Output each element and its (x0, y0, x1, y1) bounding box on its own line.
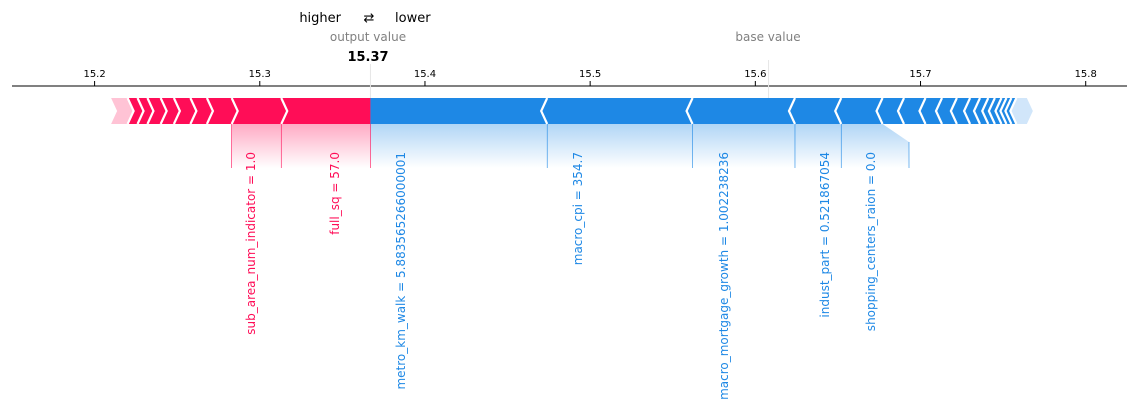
negative-small-separator-6 (972, 97, 981, 125)
feature-label-negative-2: macro_mortgage_growth = 1.002238236 (717, 152, 731, 400)
x-tick-label-2: 15.4 (414, 69, 436, 80)
legend-lower: lower (395, 11, 431, 26)
feature-labels: sub_area_num_indicator = 1.0 full_sq = 57… (231, 124, 910, 400)
bar-positive-0 (231, 98, 288, 124)
legend-arrow-icon: ⇄ (364, 11, 375, 26)
positive-separator-3 (159, 97, 168, 125)
positive-separator-5 (189, 97, 198, 125)
legend-higher: higher (299, 11, 341, 26)
positive-separator-1 (136, 97, 145, 125)
positive-separator-main (280, 97, 289, 125)
feature-label-positive-0: sub_area_num_indicator = 1.0 (244, 152, 258, 335)
positive-separator-0 (126, 97, 135, 125)
bar-negative-3 (788, 98, 842, 124)
negative-small-separator-0 (875, 97, 884, 125)
negative-small-separator-9 (994, 97, 1003, 125)
negative-small-separator-8 (987, 97, 996, 125)
negative-small-separator-12 (1009, 97, 1018, 125)
x-tick-label-5: 15.7 (909, 69, 931, 80)
x-axis: 15.2 15.3 15.4 15.5 15.6 15.7 15.8 (12, 69, 1127, 87)
positive-separator-4 (172, 97, 182, 125)
feature-label-negative-0: metro_km_walk = 5.883565266000001 (394, 152, 408, 390)
feature-label-negative-4: shopping_centers_raion = 0.0 (864, 152, 878, 331)
output-value-label: 15.37 (347, 50, 388, 65)
feature-label-negative-3: indust_part = 0.521867054 (818, 152, 832, 318)
x-tick-label-4: 15.6 (744, 69, 766, 80)
positive-separator-2 (146, 97, 155, 125)
negative-small-separator-2 (918, 97, 927, 125)
negative-separator-3 (787, 97, 796, 125)
negative-small-separator-7 (981, 97, 990, 125)
bar-negative-2 (686, 98, 795, 124)
legend: higher ⇄ lower (299, 11, 431, 26)
positive-separator-6 (205, 97, 215, 125)
x-tick-label-6: 15.8 (1075, 69, 1097, 80)
output-value-caption: output value (330, 30, 406, 44)
force-bars (111, 97, 1033, 125)
positive-fade (231, 124, 371, 168)
negative-separator-1 (539, 97, 549, 125)
bar-negative-4 (835, 98, 883, 124)
base-value-caption: base value (735, 30, 800, 44)
positive-separator-7 (230, 97, 239, 125)
bar-positive-1 (281, 98, 371, 124)
negative-fade (370, 124, 909, 168)
feature-label-positive-1: full_sq = 57.0 (328, 152, 342, 235)
x-tick-label-3: 15.5 (579, 69, 601, 80)
negative-small-separator-10 (999, 97, 1008, 125)
label-fades (231, 124, 909, 168)
bar-negative-tail (1010, 98, 1033, 124)
x-tick-label-1: 15.3 (249, 69, 271, 80)
bar-negative-small (876, 98, 1017, 124)
negative-separator-2 (685, 97, 694, 125)
feature-label-negative-1: macro_cpi = 354.7 (571, 152, 585, 265)
bar-negative-0 (370, 98, 548, 124)
negative-small-separator-11 (1004, 97, 1013, 125)
negative-small-separator-1 (896, 97, 905, 125)
x-tick-label-0: 15.2 (83, 69, 105, 80)
negative-small-separator-4 (949, 97, 958, 125)
negative-small-separator-5 (962, 97, 972, 125)
negative-separator-4 (834, 97, 843, 125)
negative-small-separator-3 (934, 97, 943, 125)
bar-positive-tail (111, 98, 134, 124)
bar-negative-1 (541, 98, 693, 124)
